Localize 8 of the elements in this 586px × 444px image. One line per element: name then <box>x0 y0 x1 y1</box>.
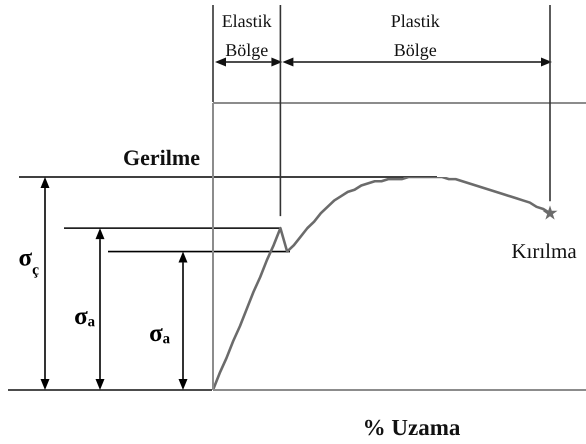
annotation: Kırılma <box>511 239 578 264</box>
text: Plastik Bölge <box>390 11 440 60</box>
ref-line-label: σₐ <box>149 320 171 347</box>
ref-line-label: σₐ <box>74 303 96 330</box>
ref-line-label: σ$_{ç}$ <box>18 244 40 278</box>
x-axis-title: % Uzama <box>362 415 461 440</box>
y-axis-title: Gerilme <box>123 145 200 170</box>
text: Elastik Bölge <box>222 11 272 60</box>
